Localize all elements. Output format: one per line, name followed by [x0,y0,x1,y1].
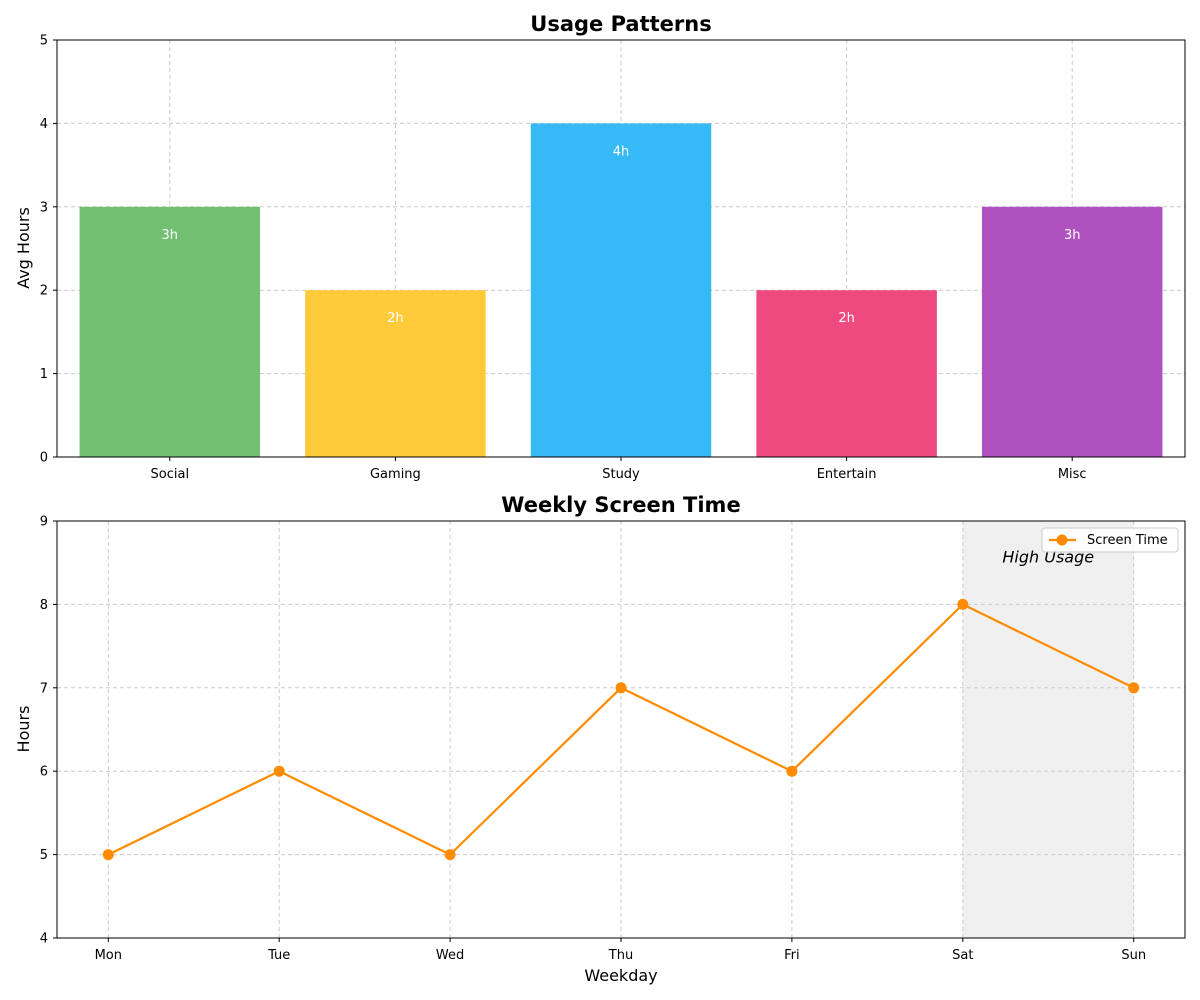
line-chart-xlabel: Weekday [584,966,657,985]
screen-time-point-sun [1128,682,1140,694]
line-x-tick-sat: Sat [952,948,973,963]
bar-data-label-study: 4h [613,144,630,159]
line-chart-x-ticks: Mon Tue Wed Thu Fri Sat Sun [95,938,1146,963]
bar-x-tick-study: Study [602,467,640,482]
bar-data-label-entertain: 2h [838,311,855,326]
high-usage-band [962,521,1134,938]
bar-entertain [756,290,937,457]
bar-x-tick-misc: Misc [1058,467,1087,482]
bar-data-label-social: 3h [162,228,179,243]
line-x-tick-thu: Thu [608,948,633,963]
screen-time-points [102,598,1140,861]
line-y-tick-5: 5 [40,848,48,863]
bar-gaming [305,290,486,457]
screen-time-point-wed [444,849,456,861]
line-y-tick-7: 7 [40,681,48,696]
line-chart-title: Weekly Screen Time [501,493,740,517]
screen-time-point-tue [273,765,285,777]
bar-chart-x-ticks: Social Gaming Study Entertain Misc [151,457,1087,482]
bar-chart-data-labels: 3h 2h 4h 2h 3h [162,144,1081,326]
line-x-tick-tue: Tue [267,948,290,963]
bar-chart-title: Usage Patterns [530,12,711,36]
bar-y-tick-3: 3 [40,200,48,215]
bar-study [530,123,712,458]
bar-social [79,206,261,457]
legend-label: Screen Time [1087,533,1168,548]
bar-x-tick-entertain: Entertain [817,467,877,482]
bar-chart-y-ticks: 0 1 2 3 4 5 [40,34,57,466]
line-x-tick-sun: Sun [1121,948,1146,963]
bar-y-tick-2: 2 [40,284,48,299]
line-chart-y-ticks: 4 5 6 7 8 9 [40,515,57,947]
line-x-tick-mon: Mon [95,948,122,963]
bar-data-label-misc: 3h [1064,228,1081,243]
line-y-tick-6: 6 [40,765,48,780]
line-chart-frame [56,520,1186,939]
bar-chart-bars [79,123,1163,458]
line-x-tick-wed: Wed [436,948,464,963]
bar-x-tick-social: Social [151,467,190,482]
legend-marker-swatch [1056,534,1068,546]
screen-time-point-thu [615,682,627,694]
screen-time-point-sat [957,598,969,610]
usage-patterns-chart: Usage Patterns Avg Hours 3h 2h 4h 2h 3h 0 1 2 3… [14,12,1186,482]
bar-chart-frame [56,39,1186,458]
line-y-tick-8: 8 [40,598,48,613]
bar-y-tick-5: 5 [40,34,48,49]
screen-time-point-fri [786,765,798,777]
legend-box [1041,527,1179,553]
weekly-screen-time-chart: Weekly Screen Time Hours Weekday High Us… [14,493,1186,985]
bar-chart-ylabel: Avg Hours [14,207,33,289]
bar-y-tick-1: 1 [40,367,48,382]
line-x-tick-fri: Fri [784,948,800,963]
bar-data-label-gaming: 2h [387,311,404,326]
line-chart-ylabel: Hours [14,706,33,753]
bar-y-tick-4: 4 [40,117,48,132]
line-y-tick-9: 9 [40,515,48,530]
line-y-tick-4: 4 [40,932,48,947]
screen-time-point-mon [102,849,114,861]
bar-misc [981,206,1163,457]
bar-x-tick-gaming: Gaming [370,467,421,482]
bar-y-tick-0: 0 [40,451,48,466]
line-chart-legend: Screen Time [1041,527,1179,553]
